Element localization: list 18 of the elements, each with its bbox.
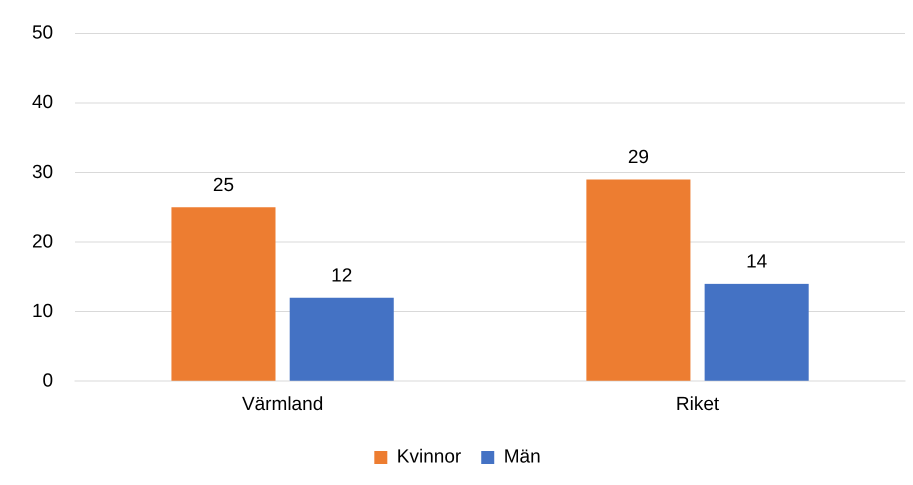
bar <box>704 284 809 381</box>
y-tick-label: 40 <box>32 92 54 114</box>
x-tick-label: Värmland <box>242 394 324 415</box>
bar <box>586 179 690 381</box>
bar <box>171 207 276 381</box>
y-tick-label: 10 <box>32 300 54 322</box>
legend-label: Kvinnor <box>396 446 462 468</box>
legend-label: Män <box>504 446 541 468</box>
data-label: 29 <box>628 147 649 168</box>
y-tick-label: 50 <box>32 22 54 44</box>
bar <box>290 298 394 381</box>
y-tick-label: 30 <box>32 162 54 183</box>
data-label: 25 <box>212 175 234 196</box>
y-tick-label: 20 <box>32 231 54 252</box>
data-label: 14 <box>746 252 768 273</box>
y-tick-label: 0 <box>42 370 54 392</box>
data-label: 12 <box>331 265 352 286</box>
x-tick-label: Riket <box>676 394 720 415</box>
